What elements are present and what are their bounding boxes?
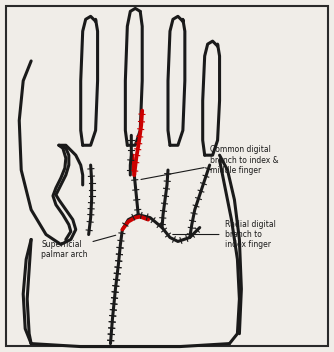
Text: Common digital
branch to index &
middle finger: Common digital branch to index & middle …	[141, 145, 278, 180]
Text: Radial digital
branch to
index finger: Radial digital branch to index finger	[173, 220, 276, 250]
Text: Superficial
palmar arch: Superficial palmar arch	[41, 235, 116, 259]
